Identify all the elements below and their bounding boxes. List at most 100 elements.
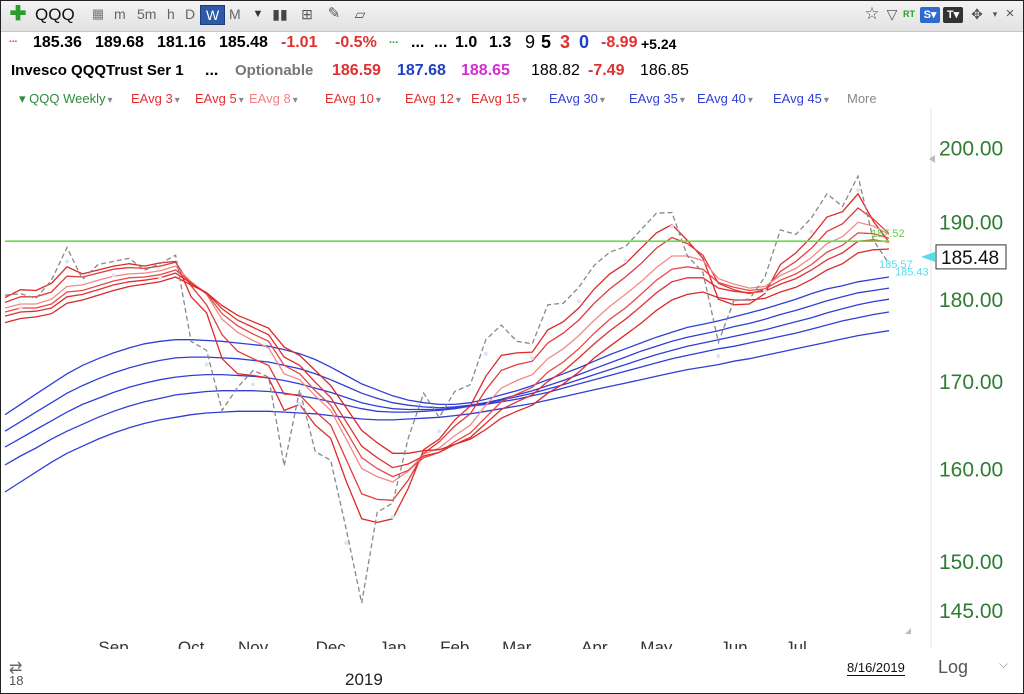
corner-label: 18 [9,673,24,688]
chevron-down-icon[interactable]: ▾ [679,95,685,106]
quote-high: 189.68 [95,34,144,51]
last-price-box [935,244,1007,270]
price-marker-dot [576,299,581,304]
scroll-marker-bottom [905,628,911,634]
price-marker-dot [623,258,628,263]
legend-item-eavg-30[interactable]: EAvg 30 ▾ [549,91,605,106]
quote-dots: ... [9,34,18,45]
y-tick-label: 180.00 [939,289,1003,312]
price-marker-dot [716,354,721,359]
price-marker-dot [297,401,302,406]
note-icon[interactable]: ▱ [354,6,366,22]
instrument-price-3: 188.65 [461,62,510,79]
bar-chart-icon[interactable]: ▮▮ [272,6,288,22]
filter-icon[interactable]: ▽ [886,6,898,22]
legend-item-eavg-3[interactable]: EAvg 3 ▾ [131,91,180,106]
legend-item-more[interactable]: More [847,91,877,106]
chevron-down-icon[interactable]: ▾ [455,95,461,106]
quote-diff-1: -8.99 [601,34,638,51]
chevron-down-icon[interactable]: ⌵ [999,657,1009,671]
y-tick-label: 160.00 [939,458,1003,481]
move-icon[interactable]: ✥ [971,6,983,22]
interval-5m[interactable]: 5m [137,6,157,22]
price-marker-dot [18,305,23,310]
legend-item-qqq-weekly[interactable]: ▾ QQQ Weekly ▾ [19,91,113,106]
interval-h[interactable]: h [167,6,175,22]
instrument-dots: ... [205,62,219,79]
series-line-eavg-50 [4,330,890,493]
x-tick-label: Mar [502,638,532,649]
x-tick-label: Sep [98,638,128,649]
chevron-down-icon[interactable]: ▾ [747,95,753,106]
add-symbol-icon[interactable]: ✚ [9,3,27,25]
chevron-down-icon[interactable]: ▾ [107,95,113,106]
price-marker-dot [204,362,209,367]
chevron-down-icon[interactable]: ▼ [252,8,264,20]
price-marker-dot [483,351,488,356]
price-marker-dot [111,273,116,278]
grid-icon[interactable]: ▦ [91,6,105,21]
chevron-down-icon[interactable]: ▾ [238,95,244,106]
log-toggle[interactable]: Log [938,657,969,677]
right-label: 185.43 [895,266,929,278]
series-line-eavg-3 [4,192,890,524]
legend-item-eavg-45[interactable]: EAvg 45 ▾ [773,91,829,106]
t-badge-icon[interactable]: T▾ [943,7,963,23]
chevron-down-icon[interactable]: ▾ [375,95,381,106]
y-tick-label: 200.00 [939,138,1003,161]
legend-item-eavg-15[interactable]: EAvg 15 ▾ [471,91,527,106]
x-tick-label: Feb [440,638,469,649]
x-tick-label: May [640,638,673,649]
price-chart[interactable]: 200.00 190.00 180.00 170.00 160.00 150.00 145.… [1,109,1023,649]
instrument-price-2: 187.68 [397,62,446,79]
star-icon[interactable]: ☆ [864,4,880,23]
price-marker-dot [437,429,442,434]
chevron-down-icon[interactable]: ▾ [174,95,180,106]
close-icon[interactable]: × [1005,5,1015,22]
s-badge-icon[interactable]: S▾ [920,7,940,23]
chevron-down-icon[interactable]: ▾ [823,95,829,106]
instrument-row: Invesco QQQTrust Ser 1 ... Optionable 18… [1,62,1023,86]
chevron-down-icon[interactable]: ▾ [292,95,298,106]
legend-item-eavg-10[interactable]: EAvg 10 ▾ [325,91,381,106]
x-tick-label: Dec [316,638,347,649]
menu-down-icon[interactable]: ▾ [992,9,998,19]
price-marker-dot [344,541,349,546]
series-line-eavg-8 [4,221,890,483]
series-line-eavg-5 [4,207,890,501]
price-marker-dot [251,382,256,387]
interval-month[interactable]: M [229,6,241,22]
instrument-price-5: -7.49 [588,62,625,79]
legend-item-eavg-40[interactable]: EAvg 40 ▾ [697,91,753,106]
legend-item-eavg-35[interactable]: EAvg 35 ▾ [629,91,685,106]
horizontal-line-label: 187.52 [871,228,905,240]
pencil-icon[interactable]: ✎ [327,5,341,22]
rt-icon[interactable]: RT [903,9,915,19]
quote-value-1: 1.0 [455,34,478,51]
interval-d[interactable]: D [185,6,196,22]
price-marker-dot [390,515,395,520]
interval-w[interactable]: W [200,5,226,25]
y-tick-label: 150.00 [939,551,1003,574]
interval-m[interactable]: m [114,6,126,22]
price-marker-dot [65,259,70,264]
quote-low: 181.16 [157,34,206,51]
series-line-eavg-45 [4,311,890,466]
series-line-eavg-40 [4,298,890,448]
symbol-field[interactable]: QQQ [35,5,75,24]
price-marker-dot [809,229,814,234]
legend-item-eavg-8[interactable]: EAvg 8 ▾ [249,91,298,106]
chevron-down-icon[interactable]: ▾ [599,95,605,106]
chevron-down-icon[interactable]: ▾ [521,95,527,106]
x-tick-label: Apr [581,638,608,649]
compare-icon[interactable]: ⊞ [301,6,313,22]
quote-change: -1.01 [281,34,318,51]
year-label: 2019 [345,670,383,689]
quote-dots-black: ... [411,34,425,51]
legend-item-eavg-5[interactable]: EAvg 5 ▾ [195,91,244,106]
refresh-icon[interactable]: ⇄ [9,660,23,677]
instrument-price-1: 186.59 [332,62,381,79]
legend-item-eavg-12[interactable]: EAvg 12 ▾ [405,91,461,106]
optionable-label: Optionable [235,62,314,79]
